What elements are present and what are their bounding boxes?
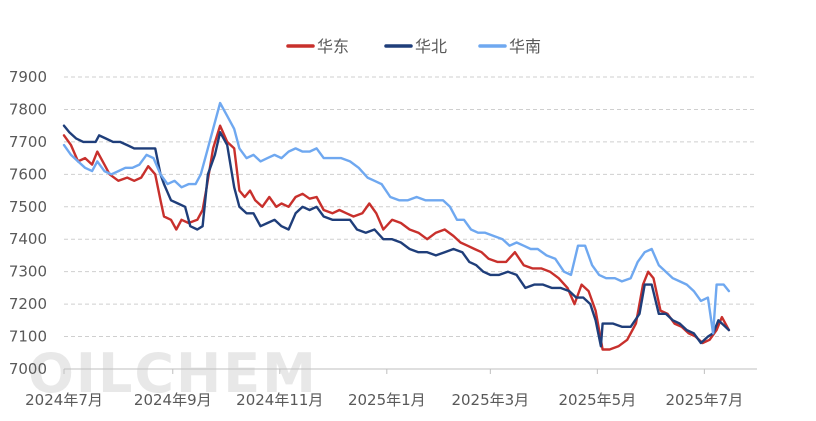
y-tick-label-7200: 7200 [9, 295, 47, 313]
legend-label-0: 华东 [317, 37, 349, 56]
y-tick-label-7400: 7400 [9, 230, 47, 248]
watermark-text: OILCHEM [28, 342, 318, 405]
x-tick-label-4: 2025年3月 [451, 391, 529, 409]
legend-label-1: 华北 [415, 37, 447, 56]
series-layer [62, 101, 731, 351]
y-axis-ticks: 7000 7100 7200 7300 7400 7500 7600 7700 7800 7900 [9, 68, 47, 378]
y-tick-label-7900: 7900 [9, 68, 47, 86]
x-tick-label-2: 2024年11月 [236, 391, 323, 409]
y-tick-label-7500: 7500 [9, 198, 47, 216]
x-tick-label-5: 2025年5月 [558, 391, 636, 409]
series-line-0 [62, 124, 731, 351]
y-tick-label-7800: 7800 [9, 100, 47, 118]
y-tick-label-7300: 7300 [9, 263, 47, 281]
series-line-2 [62, 101, 731, 335]
y-tick-label-7100: 7100 [9, 328, 47, 346]
x-tick-label-1: 2024年9月 [134, 391, 212, 409]
x-tick-label-0: 2024年7月 [25, 391, 103, 409]
y-tick-label-7700: 7700 [9, 133, 47, 151]
y-tick-label-7000: 7000 [9, 360, 47, 378]
legend-label-2: 华南 [509, 37, 541, 56]
legend: 华东 华北 华南 [286, 37, 541, 56]
grid-layer [64, 76, 757, 370]
x-tick-label-6: 2025年7月 [666, 391, 744, 409]
x-tick-label-3: 2025年1月 [348, 391, 426, 409]
series-line-1 [62, 124, 731, 348]
y-tick-label-7600: 7600 [9, 165, 47, 183]
x-axis-ticks: 2024年7月 2024年9月 2024年11月 2025年1月 2025年3月 2025… [25, 369, 743, 409]
